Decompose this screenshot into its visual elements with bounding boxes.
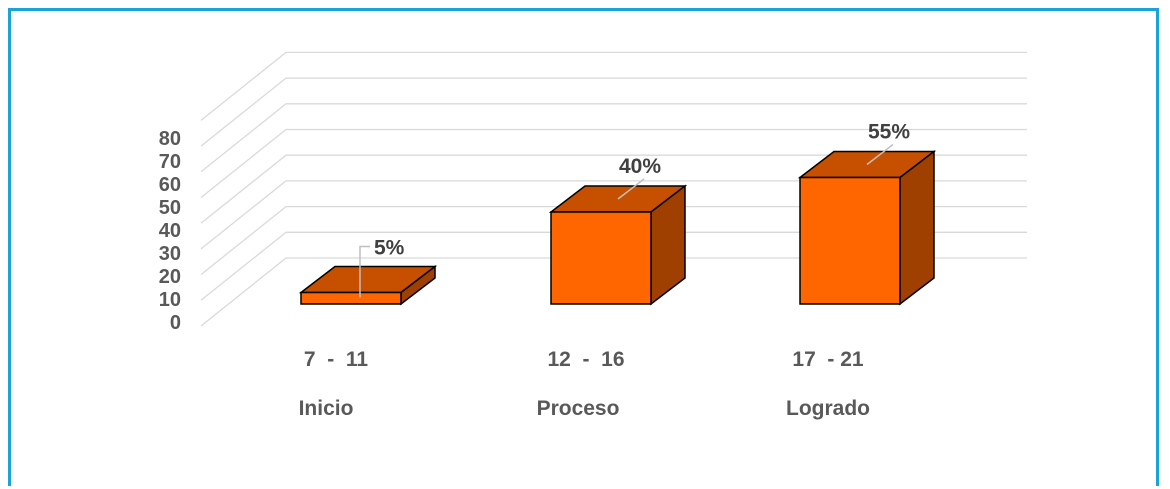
category-name: Proceso xyxy=(537,397,620,420)
category-names: Inicio Proceso Logrado xyxy=(299,397,870,420)
category-name: Inicio xyxy=(299,397,354,420)
y-tick-label: 0 xyxy=(170,312,181,334)
y-tick-label: 40 xyxy=(159,220,181,242)
gridline xyxy=(200,180,1027,250)
leader-line xyxy=(359,245,370,298)
category-label: 12 - 16 xyxy=(547,348,624,371)
category-labels: 7 - 11 12 - 16 17 - 21 xyxy=(304,348,864,371)
chart-frame: 0 10 20 30 40 50 60 70 80 5% 40% 55% 7 - 11 12 - 16… xyxy=(8,8,1159,486)
label-leaders xyxy=(359,143,894,298)
bar-front-face xyxy=(550,211,652,305)
bar-front-face xyxy=(799,176,901,305)
category-name: Logrado xyxy=(786,397,870,420)
gridline xyxy=(200,77,1027,147)
y-tick-label: 50 xyxy=(159,197,181,219)
y-tick-label: 80 xyxy=(159,128,181,150)
bar-side-face xyxy=(899,149,935,306)
data-label: 40% xyxy=(619,155,661,178)
gridline xyxy=(200,205,1027,276)
data-label: 55% xyxy=(868,121,910,144)
y-tick-label: 10 xyxy=(159,289,181,311)
gridline xyxy=(200,103,1027,173)
gridline xyxy=(200,51,1027,121)
y-tick-label: 70 xyxy=(159,151,181,173)
gridline xyxy=(200,154,1027,224)
gridline xyxy=(200,257,1027,327)
gridline xyxy=(200,231,1027,301)
data-label: 5% xyxy=(374,237,405,260)
leader-line xyxy=(617,178,645,200)
gridlines xyxy=(200,51,1027,327)
leader-line xyxy=(866,143,894,166)
y-tick-label: 20 xyxy=(159,266,181,288)
category-label: 17 - 21 xyxy=(792,348,864,371)
y-tick-label: 60 xyxy=(159,174,181,196)
bar-front-face xyxy=(300,291,402,305)
bar-2 xyxy=(548,184,688,306)
bar-1 xyxy=(298,264,438,306)
bars xyxy=(298,149,937,306)
category-label: 7 - 11 xyxy=(304,348,369,371)
bar-3 xyxy=(797,149,937,306)
gridline xyxy=(200,128,1027,199)
y-tick-label: 30 xyxy=(159,243,181,265)
data-labels: 5% 40% 55% xyxy=(374,121,910,260)
